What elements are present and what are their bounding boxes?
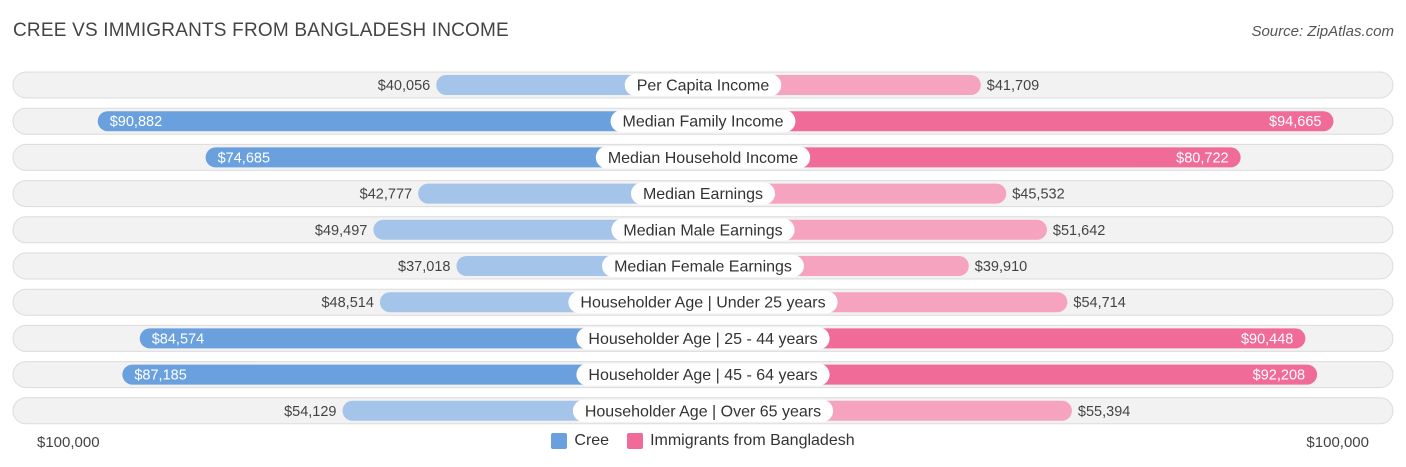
category-pill (568, 291, 838, 314)
legend-label-cree: Cree (574, 432, 610, 449)
value-label-bangladesh: $51,642 (1053, 223, 1105, 239)
bar-bangladesh (703, 147, 1241, 168)
income-comparison-chart: $40,056 $41,709 Per Capita Income $90,882 $9… (12, 71, 1394, 425)
value-label-cree: $48,514 (321, 295, 373, 311)
category-pill (602, 255, 804, 277)
value-label-cree: $90,882 (110, 114, 162, 130)
legend: Cree Immigrants from Bangladesh (0, 432, 1406, 450)
category-label: Median Household Income (608, 150, 798, 167)
category-label: Householder Age | Under 25 years (580, 295, 825, 312)
category-label: Median Earnings (643, 186, 763, 203)
value-label-cree: $87,185 (134, 368, 186, 384)
value-label-bangladesh: $55,394 (1078, 404, 1130, 420)
bar-bangladesh (703, 328, 1306, 349)
category-pill (611, 218, 795, 241)
bar-cree (205, 147, 703, 168)
value-label-cree: $54,129 (284, 404, 336, 420)
value-label-cree: $37,018 (398, 259, 450, 275)
value-label-bangladesh: $94,665 (1269, 114, 1321, 130)
category-label: Median Male Earnings (623, 222, 782, 239)
category-pill (610, 110, 796, 133)
category-pill (576, 363, 830, 386)
value-label-bangladesh: $39,910 (975, 259, 1027, 275)
category-label: Per Capita Income (637, 78, 770, 95)
value-label-bangladesh: $54,714 (1073, 295, 1125, 311)
chart-title: CREE VS IMMIGRANTS FROM BANGLADESH INCOM… (13, 20, 509, 41)
bar-cree (139, 328, 703, 349)
axis-right-label: $100,000 (1306, 434, 1369, 451)
bar-bangladesh (703, 364, 1318, 385)
category-pill (595, 146, 811, 169)
value-label-bangladesh: $80,722 (1176, 150, 1228, 166)
value-label-bangladesh: $92,208 (1253, 368, 1305, 384)
legend-label-bangladesh: Immigrants from Bangladesh (650, 432, 855, 449)
bangladesh-swatch (627, 433, 644, 449)
category-pill (576, 327, 830, 350)
category-pill (630, 182, 776, 205)
value-label-bangladesh: $45,532 (1012, 187, 1064, 203)
bar-bangladesh (703, 111, 1334, 132)
category-label: Median Family Income (623, 114, 784, 131)
category-label: Householder Age | Over 65 years (585, 403, 821, 420)
legend-item-cree[interactable]: Cree (551, 432, 609, 450)
bar-cree (97, 111, 703, 132)
value-label-cree: $74,685 (218, 150, 270, 166)
value-label-cree: $49,497 (315, 223, 367, 239)
value-label-bangladesh: $90,448 (1241, 331, 1293, 347)
bar-cree (418, 183, 703, 204)
cree-swatch (551, 433, 568, 449)
value-label-cree: $84,574 (152, 331, 204, 347)
category-label: Householder Age | 25 - 44 years (588, 331, 817, 348)
value-label-bangladesh: $41,709 (987, 78, 1039, 94)
source-note: Source: ZipAtlas.com (1251, 23, 1394, 40)
category-label: Median Female Earnings (614, 259, 792, 276)
category-pill (624, 74, 782, 96)
value-label-cree: $42,777 (360, 187, 412, 203)
value-label-cree: $40,056 (378, 78, 430, 94)
category-pill (572, 399, 834, 422)
legend-item-bangladesh[interactable]: Immigrants from Bangladesh (627, 432, 855, 450)
bar-bangladesh (703, 183, 1007, 204)
category-label: Householder Age | 45 - 64 years (588, 367, 817, 384)
axis-left-label: $100,000 (37, 434, 100, 451)
bar-cree (122, 364, 703, 385)
